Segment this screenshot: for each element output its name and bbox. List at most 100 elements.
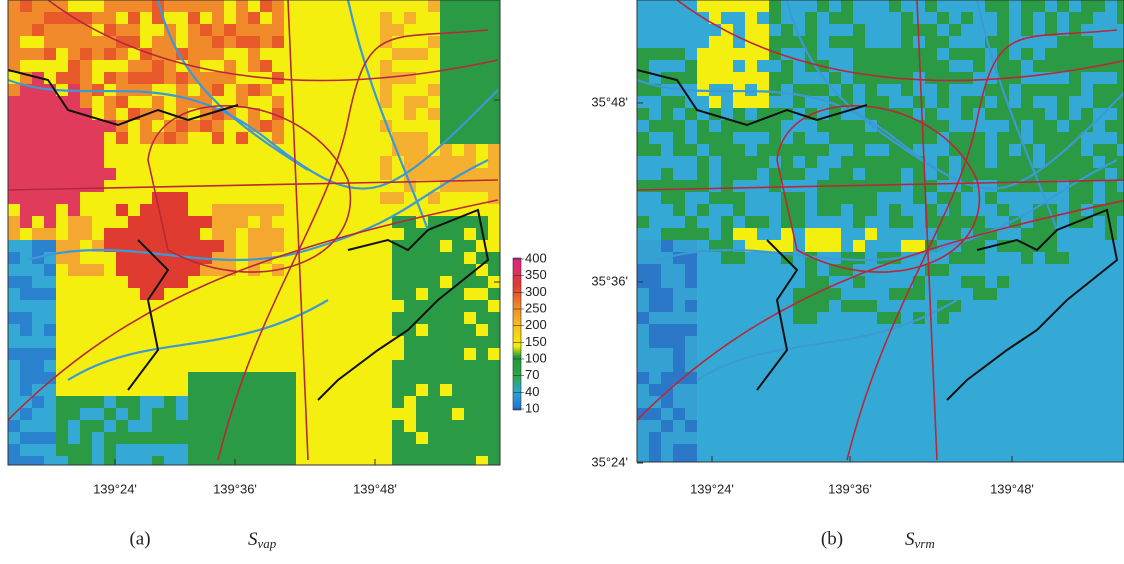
map-cell bbox=[649, 48, 662, 61]
map-cell bbox=[865, 48, 878, 61]
map-cell bbox=[428, 276, 441, 289]
map-cell bbox=[416, 0, 429, 13]
map-cell bbox=[188, 156, 201, 169]
map-cell bbox=[733, 216, 746, 229]
map-cell bbox=[769, 132, 782, 145]
map-cell bbox=[1009, 60, 1022, 73]
map-cell bbox=[344, 252, 357, 265]
map-cell bbox=[200, 432, 213, 445]
map-cell bbox=[260, 360, 273, 373]
map-cell bbox=[272, 444, 285, 457]
map-cell bbox=[1069, 36, 1082, 49]
map-cell bbox=[649, 336, 662, 349]
map-cell bbox=[116, 96, 129, 109]
map-cell bbox=[709, 144, 722, 157]
map-cell bbox=[757, 396, 770, 409]
map-cell bbox=[985, 288, 998, 301]
map-cell bbox=[188, 408, 201, 421]
map-cell bbox=[1105, 144, 1118, 157]
map-cell bbox=[817, 36, 830, 49]
map-cell bbox=[308, 396, 321, 409]
map-cell bbox=[332, 444, 345, 457]
map-cell bbox=[769, 24, 782, 37]
map-cell bbox=[901, 372, 914, 385]
map-cell bbox=[781, 156, 794, 169]
map-cell bbox=[92, 96, 105, 109]
map-cell bbox=[793, 132, 806, 145]
map-cell bbox=[356, 216, 369, 229]
map-cell bbox=[440, 300, 453, 313]
map-cell bbox=[188, 204, 201, 217]
map-cell bbox=[1093, 132, 1106, 145]
map-cell bbox=[661, 336, 674, 349]
map-cell bbox=[1045, 432, 1058, 445]
map-cell bbox=[200, 192, 213, 205]
map-cell bbox=[164, 420, 177, 433]
map-cell bbox=[697, 276, 710, 289]
map-cell bbox=[8, 48, 21, 61]
map-cell bbox=[853, 372, 866, 385]
figure: 400350300250200150100704010 (a) Svap (b)… bbox=[0, 0, 1124, 559]
map-cell bbox=[164, 372, 177, 385]
map-cell bbox=[649, 420, 662, 433]
map-cell bbox=[320, 252, 333, 265]
map-cell bbox=[793, 156, 806, 169]
map-cell bbox=[8, 132, 21, 145]
map-cell bbox=[248, 24, 261, 37]
map-cell bbox=[817, 432, 830, 445]
map-cell bbox=[1069, 240, 1082, 253]
map-cell bbox=[260, 444, 273, 457]
map-cell bbox=[1093, 84, 1106, 97]
map-cell bbox=[925, 384, 938, 397]
map-cell bbox=[476, 336, 489, 349]
map-cell bbox=[428, 408, 441, 421]
map-cell bbox=[1021, 264, 1034, 277]
map-cell bbox=[380, 168, 393, 181]
map-cell bbox=[877, 300, 890, 313]
map-cell bbox=[32, 180, 45, 193]
map-cell bbox=[296, 384, 309, 397]
map-cell bbox=[320, 384, 333, 397]
map-cell bbox=[1069, 228, 1082, 241]
map-cell bbox=[104, 96, 117, 109]
map-cell bbox=[44, 168, 57, 181]
map-cell bbox=[649, 12, 662, 25]
map-cell bbox=[128, 396, 141, 409]
map-cell bbox=[757, 24, 770, 37]
map-cell bbox=[440, 240, 453, 253]
map-cell bbox=[973, 408, 986, 421]
map-cell bbox=[284, 300, 297, 313]
map-cell bbox=[380, 348, 393, 361]
map-cell bbox=[805, 228, 818, 241]
map-cell bbox=[865, 24, 878, 37]
map-cell bbox=[248, 456, 261, 469]
map-cell bbox=[793, 360, 806, 373]
map-cell bbox=[1105, 384, 1118, 397]
map-cell bbox=[709, 192, 722, 205]
map-cell bbox=[188, 192, 201, 205]
map-cell bbox=[308, 108, 321, 121]
map-cell bbox=[733, 336, 746, 349]
map-cell bbox=[284, 456, 297, 469]
map-cell bbox=[1045, 252, 1058, 265]
map-cell bbox=[128, 192, 141, 205]
map-cell bbox=[44, 288, 57, 301]
map-cell bbox=[949, 24, 962, 37]
map-cell bbox=[404, 48, 417, 61]
map-cell bbox=[961, 216, 974, 229]
map-cell bbox=[1033, 84, 1046, 97]
map-cell bbox=[80, 324, 93, 337]
map-cell bbox=[805, 156, 818, 169]
map-cell bbox=[721, 444, 734, 457]
map-cell bbox=[757, 432, 770, 445]
map-cell bbox=[1009, 276, 1022, 289]
map-cell bbox=[320, 204, 333, 217]
map-cell bbox=[440, 264, 453, 277]
map-cell bbox=[272, 84, 285, 97]
map-cell bbox=[404, 420, 417, 433]
map-cell bbox=[56, 264, 69, 277]
map-cell bbox=[140, 204, 153, 217]
map-cell bbox=[488, 132, 501, 145]
map-cell bbox=[92, 72, 105, 85]
map-cell bbox=[452, 348, 465, 361]
